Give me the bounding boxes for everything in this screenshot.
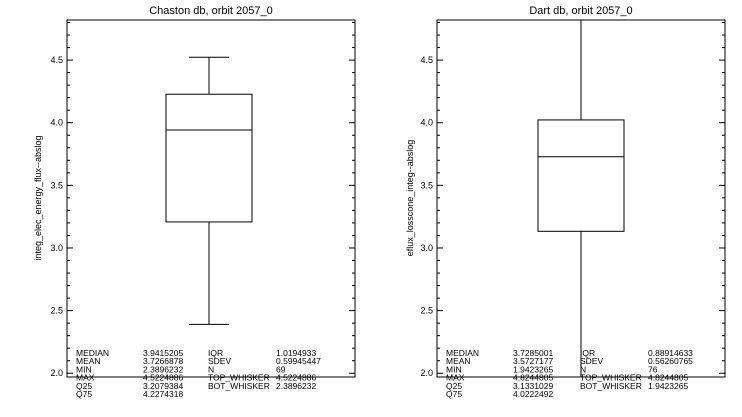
y-tick-label: 4.0 [420, 118, 433, 128]
stat-key: MEAN [76, 356, 101, 366]
stat-key: BOT_WHISKER [580, 381, 642, 391]
y-axis-label: eflux_losscone_integ--abslog [405, 140, 415, 257]
y-tick-label: 2.5 [420, 306, 433, 316]
y-axis-label: integ_elec_energy_flux--abslog [33, 135, 43, 260]
dart-panel: Dart db, orbit 2057_0 eflux_losscone_int… [405, 5, 726, 399]
y-tick-label: 4.5 [420, 55, 433, 65]
stat-key: BOT_WHISKER [208, 381, 270, 391]
plot-frame [66, 19, 356, 378]
stat-key: SDEV [208, 356, 231, 366]
stat-value: 1.9423265 [513, 364, 553, 374]
stat-key: MAX [446, 373, 465, 383]
stat-value: 3.7285001 [513, 348, 553, 358]
y-tick-label: 3.5 [420, 180, 433, 190]
stat-key: SDEV [580, 356, 603, 366]
stat-value: 76 [648, 364, 658, 374]
stat-value: 0.56260765 [648, 356, 693, 366]
stat-key: Q75 [446, 389, 462, 399]
y-tick-label: 3.0 [420, 243, 433, 253]
stat-key: TOP_WHISKER [208, 373, 270, 383]
stat-value: 2.3896232 [276, 381, 316, 391]
iqr-box [165, 93, 253, 223]
stat-value: 4.5224886 [143, 373, 183, 383]
box-plot [537, 20, 625, 377]
stat-key: Q25 [446, 381, 462, 391]
stat-key: IQR [208, 348, 223, 358]
stat-key: MIN [76, 364, 92, 374]
stat-value: 4.8244805 [513, 373, 553, 383]
stat-value: 4.0222492 [513, 389, 553, 399]
stat-value: 3.1331029 [513, 381, 553, 391]
y-tick-label: 2.0 [50, 368, 63, 378]
stat-value: 3.7266878 [143, 356, 183, 366]
stats-table: MEDIAN 3.9415205 IQR 1.0194933 MEAN 3.7266878… [76, 348, 321, 399]
chaston-panel: Chaston db, orbit 2057_0 integ_elec_ener… [33, 5, 356, 399]
stat-value: 69 [276, 364, 286, 374]
stat-key: N [208, 364, 214, 374]
y-tick-label: 2.0 [420, 368, 433, 378]
stat-key: TOP_WHISKER [580, 373, 642, 383]
chart-title: Dart db, orbit 2057_0 [529, 5, 632, 17]
box-plot [165, 56, 253, 325]
stat-value: 1.9423265 [648, 381, 688, 391]
y-tick-label: 4.0 [50, 118, 63, 128]
chart-title: Chaston db, orbit 2057_0 [149, 5, 273, 17]
y-tick-label: 3.5 [50, 180, 63, 190]
y-tick-label: 4.5 [50, 55, 63, 65]
stat-value: 4.8244805 [648, 373, 688, 383]
stat-value: 3.5727177 [513, 356, 553, 366]
stat-key: MEAN [446, 356, 471, 366]
stat-key: MEDIAN [76, 348, 109, 358]
stat-key: Q75 [76, 389, 92, 399]
stat-value: 0.88914633 [648, 348, 693, 358]
stat-value: 4.5224886 [276, 373, 316, 383]
stat-key: N [580, 364, 586, 374]
stats-table: MEDIAN 3.7285001 IQR 0.88914633 MEAN 3.572717… [446, 348, 693, 399]
stat-value: 0.59945447 [276, 356, 321, 366]
stat-value: 4.2274318 [143, 389, 183, 399]
stat-key: MAX [76, 373, 95, 383]
iqr-box [537, 119, 625, 232]
stat-value: 3.9415205 [143, 348, 183, 358]
y-ticks: 2.0 2.5 3.0 3.5 4.0 4.5 [420, 22, 725, 378]
y-tick-label: 3.0 [50, 243, 63, 253]
stat-key: IQR [580, 348, 595, 358]
stat-value: 2.3896232 [143, 364, 183, 374]
y-tick-label: 2.5 [50, 306, 63, 316]
y-ticks: 2.0 2.5 3.0 3.5 4.0 4.5 [50, 22, 355, 378]
stat-key: Q25 [76, 381, 92, 391]
stat-key: MEDIAN [446, 348, 479, 358]
stat-value: 1.0194933 [276, 348, 316, 358]
stat-value: 3.2079384 [143, 381, 183, 391]
stat-key: MIN [446, 364, 462, 374]
